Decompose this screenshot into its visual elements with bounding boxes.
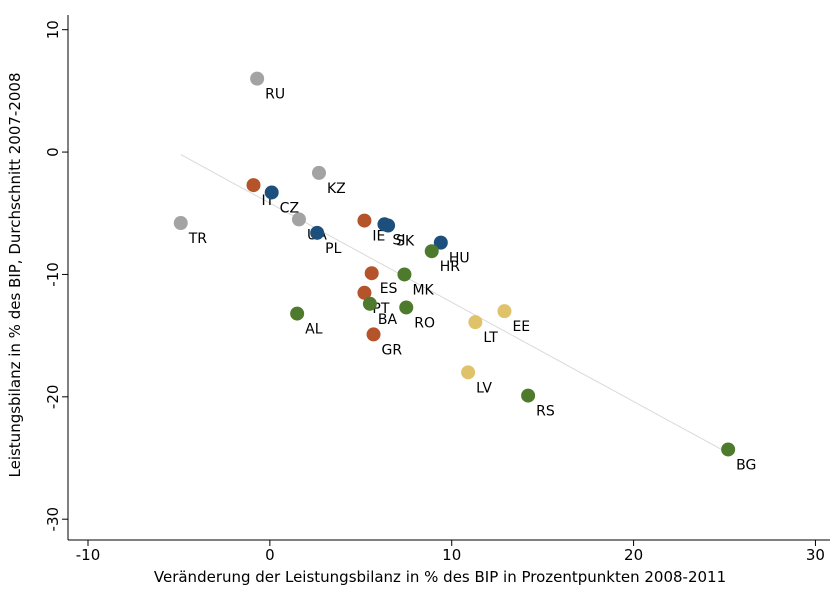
x-tick-label: 10	[442, 546, 461, 564]
x-tick-label: 0	[265, 546, 275, 564]
point-label: ES	[380, 281, 398, 297]
point-label: RU	[265, 87, 285, 103]
y-tick-label: -10	[44, 262, 62, 287]
point	[399, 300, 414, 315]
point-label: IE	[372, 229, 385, 245]
point	[461, 365, 476, 380]
y-tick-label: -30	[44, 507, 62, 532]
point-label: AL	[305, 322, 323, 338]
y-tick-label: 10	[44, 20, 62, 39]
y-axis-title: Leistungsbilanz in % des BIP, Durchschni…	[6, 72, 24, 477]
x-tick-label: 30	[806, 546, 825, 564]
point	[310, 225, 325, 240]
trend-line	[180, 154, 729, 454]
point-label: EE	[512, 319, 530, 335]
point	[362, 296, 377, 311]
point-label: TR	[188, 231, 208, 247]
x-tick-label: 20	[624, 546, 643, 564]
point-label: HR	[440, 259, 461, 275]
point	[366, 327, 381, 342]
point-label: CZ	[280, 200, 299, 216]
point	[468, 315, 483, 330]
point	[433, 235, 448, 250]
point	[311, 165, 326, 180]
x-axis-title: Veränderung der Leistungsbilanz in % des…	[154, 568, 726, 586]
y-tick-label: 0	[44, 147, 62, 157]
point-label: KZ	[327, 181, 346, 197]
point	[264, 185, 279, 200]
point	[424, 244, 439, 259]
point	[357, 285, 372, 300]
point-label: BA	[378, 312, 398, 328]
x-tick-label: -10	[76, 546, 101, 564]
point-label: HU	[449, 251, 470, 267]
point	[246, 178, 261, 193]
point	[291, 212, 306, 227]
point-label: BG	[736, 457, 756, 473]
point	[721, 442, 736, 457]
point-label: SI	[392, 232, 405, 248]
point	[364, 266, 379, 281]
point	[381, 218, 396, 233]
point-label: SK	[396, 233, 415, 249]
point	[497, 304, 512, 319]
point	[250, 71, 265, 86]
point	[521, 388, 536, 403]
y-tick-label: -20	[44, 385, 62, 410]
point-label: PL	[325, 241, 341, 257]
point-label: MK	[412, 282, 434, 298]
point-label: LT	[483, 330, 498, 346]
point	[357, 213, 372, 228]
point-label: RO	[414, 315, 435, 331]
point-label: GR	[382, 342, 403, 358]
point	[290, 306, 305, 321]
point-label: RS	[536, 404, 555, 420]
point	[397, 267, 412, 282]
point-label: LV	[476, 380, 492, 396]
point	[173, 216, 188, 231]
